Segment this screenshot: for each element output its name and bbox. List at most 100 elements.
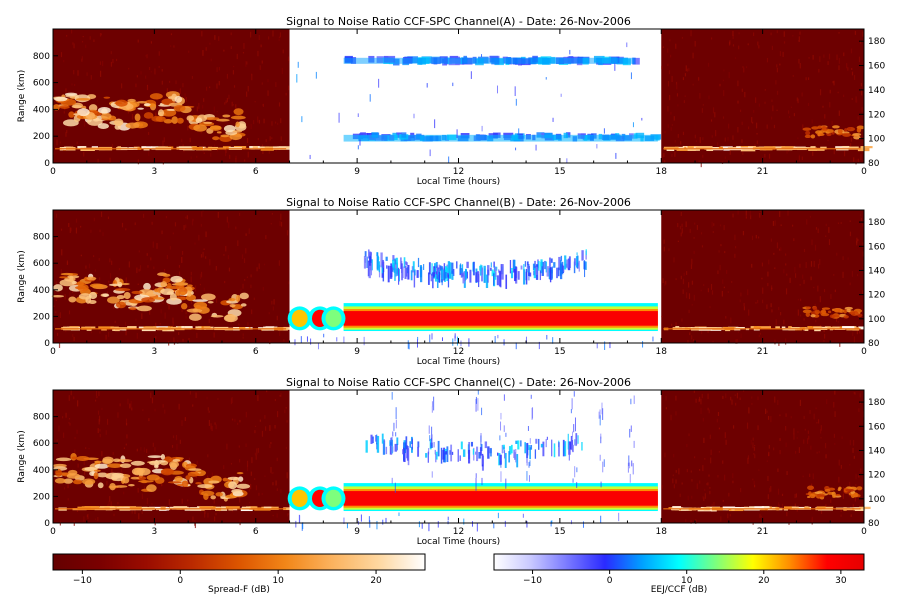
ccf-echo bbox=[557, 267, 560, 277]
noise-speckle bbox=[745, 216, 747, 219]
noise-speckle bbox=[203, 152, 205, 154]
panel-title: Signal to Noise Ratio CCF-SPC Channel(A)… bbox=[286, 15, 631, 28]
noise-speckle bbox=[681, 228, 683, 234]
noise-speckle bbox=[216, 149, 219, 152]
ccf-echo bbox=[450, 444, 453, 462]
ccf-echo bbox=[387, 265, 390, 283]
noise-speckle bbox=[224, 149, 226, 151]
noise-speckle bbox=[76, 510, 79, 513]
noise-speckle bbox=[766, 304, 768, 309]
spread-f-echo bbox=[239, 292, 249, 300]
noise-speckle bbox=[258, 119, 260, 124]
noise-speckle bbox=[86, 514, 88, 518]
noise-speckle bbox=[452, 338, 454, 346]
noise-speckle bbox=[802, 124, 804, 129]
noise-speckle bbox=[500, 421, 502, 431]
noise-speckle bbox=[267, 90, 269, 96]
noise-speckle bbox=[800, 314, 802, 317]
noise-speckle bbox=[253, 120, 255, 125]
ccf-echo bbox=[400, 257, 402, 270]
noise-speckle bbox=[178, 271, 181, 276]
spread-f-echo bbox=[63, 478, 73, 484]
noise-speckle bbox=[385, 517, 387, 524]
noise-speckle bbox=[836, 252, 838, 256]
noise-speckle bbox=[770, 238, 773, 242]
noise-speckle bbox=[173, 337, 175, 343]
noise-speckle bbox=[774, 396, 776, 403]
noise-speckle bbox=[147, 265, 149, 268]
noise-speckle bbox=[529, 438, 531, 444]
noise-speckle bbox=[837, 222, 840, 225]
noise-speckle bbox=[142, 213, 145, 218]
y-right-tick-label: 140 bbox=[868, 266, 885, 276]
noise-speckle bbox=[271, 300, 273, 305]
x-tick-label: 0 bbox=[50, 527, 56, 537]
noise-speckle bbox=[206, 396, 208, 400]
noise-speckle bbox=[223, 254, 225, 256]
y-tick-label: 0 bbox=[44, 339, 50, 349]
spread-f-echo bbox=[225, 494, 237, 499]
noise-speckle bbox=[83, 121, 86, 127]
noise-speckle bbox=[218, 36, 220, 41]
noise-speckle bbox=[471, 521, 473, 527]
noise-speckle bbox=[169, 246, 171, 250]
noise-speckle bbox=[837, 91, 839, 94]
noise-speckle bbox=[235, 104, 237, 110]
noise-speckle bbox=[602, 408, 604, 420]
noise-speckle bbox=[175, 80, 177, 85]
ccf-echo bbox=[374, 435, 377, 442]
noise-speckle bbox=[779, 51, 782, 57]
noise-speckle bbox=[74, 449, 76, 455]
noise-speckle bbox=[500, 460, 502, 468]
ccf-echo bbox=[575, 433, 577, 447]
noise-speckle bbox=[827, 61, 829, 65]
noise-speckle bbox=[250, 471, 252, 476]
ccf-echo bbox=[549, 257, 551, 273]
e-layer-echo bbox=[792, 506, 799, 510]
noise-speckle bbox=[793, 428, 795, 435]
ccf-echo bbox=[444, 266, 448, 272]
ccf-echo bbox=[525, 268, 528, 285]
noise-speckle bbox=[89, 36, 91, 40]
noise-speckle bbox=[437, 521, 439, 528]
spread-f-echo bbox=[146, 474, 160, 481]
spread-f-echo bbox=[845, 488, 855, 492]
noise-speckle bbox=[257, 448, 260, 453]
noise-speckle bbox=[753, 446, 756, 451]
noise-speckle bbox=[603, 459, 605, 467]
noise-speckle bbox=[824, 114, 826, 119]
noise-speckle bbox=[781, 503, 784, 509]
noise-speckle bbox=[124, 321, 127, 327]
noise-speckle bbox=[811, 239, 813, 246]
spread-f-echo bbox=[107, 463, 123, 468]
noise-speckle bbox=[838, 58, 840, 64]
noise-speckle bbox=[695, 140, 697, 142]
noise-speckle bbox=[359, 139, 361, 146]
spread-f-echo bbox=[817, 125, 823, 129]
noise-speckle bbox=[202, 210, 204, 212]
ccf-echo bbox=[427, 451, 429, 463]
noise-speckle bbox=[807, 438, 809, 444]
noise-speckle bbox=[108, 331, 110, 337]
noise-speckle bbox=[693, 339, 695, 342]
noise-speckle bbox=[315, 71, 317, 79]
noise-speckle bbox=[280, 221, 283, 227]
spread-f-echo bbox=[143, 282, 151, 291]
noise-speckle bbox=[630, 425, 632, 432]
noise-speckle bbox=[140, 71, 142, 75]
noise-speckle bbox=[840, 222, 842, 224]
noise-speckle bbox=[88, 447, 90, 450]
noise-speckle bbox=[248, 487, 250, 492]
noise-speckle bbox=[100, 211, 103, 217]
noise-speckle bbox=[698, 396, 701, 402]
noise-speckle bbox=[150, 41, 153, 44]
noise-speckle bbox=[748, 126, 750, 130]
noise-speckle bbox=[661, 315, 663, 318]
ccf-echo bbox=[434, 268, 437, 273]
noise-speckle bbox=[600, 515, 602, 523]
noise-speckle bbox=[830, 499, 832, 503]
noise-speckle bbox=[834, 411, 836, 417]
noise-speckle bbox=[717, 411, 720, 417]
noise-speckle bbox=[201, 211, 203, 217]
noise-speckle bbox=[235, 155, 237, 160]
